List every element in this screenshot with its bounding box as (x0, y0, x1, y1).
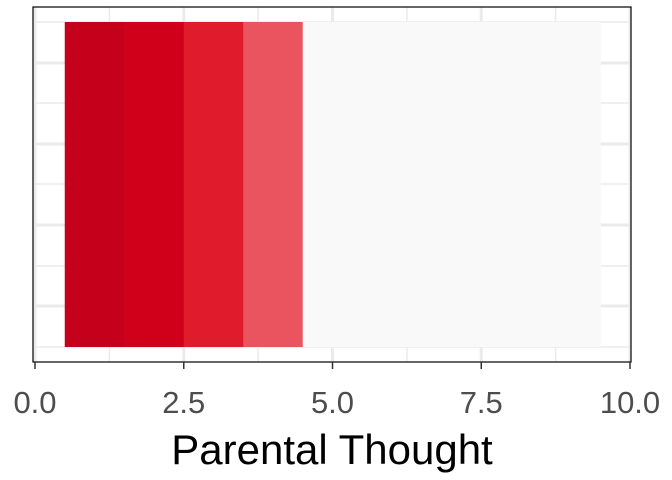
heatmap-cell-6 (362, 22, 423, 347)
heatmap-cell-8 (481, 22, 542, 347)
heatmap-cell-9 (540, 22, 601, 347)
heatmap-cell-7 (421, 22, 482, 347)
heatmap-cell-3 (183, 22, 244, 347)
heatmap-cells (64, 22, 601, 347)
heatmap-cell-5 (302, 22, 363, 347)
x-axis-title: Parental Thought (171, 426, 493, 473)
x-axis-ticks: 0.0 2.5 5.0 7.5 10.0 (13, 362, 660, 420)
x-tick-label: 0.0 (13, 385, 56, 420)
x-tick-label: 10.0 (600, 385, 660, 420)
heatmap-cell-2 (124, 22, 185, 347)
heatmap-cell-4 (243, 22, 304, 347)
x-tick-label: 5.0 (311, 385, 354, 420)
heatmap-cell-1 (64, 22, 125, 347)
x-tick-label: 2.5 (162, 385, 205, 420)
x-tick-label: 7.5 (460, 385, 503, 420)
